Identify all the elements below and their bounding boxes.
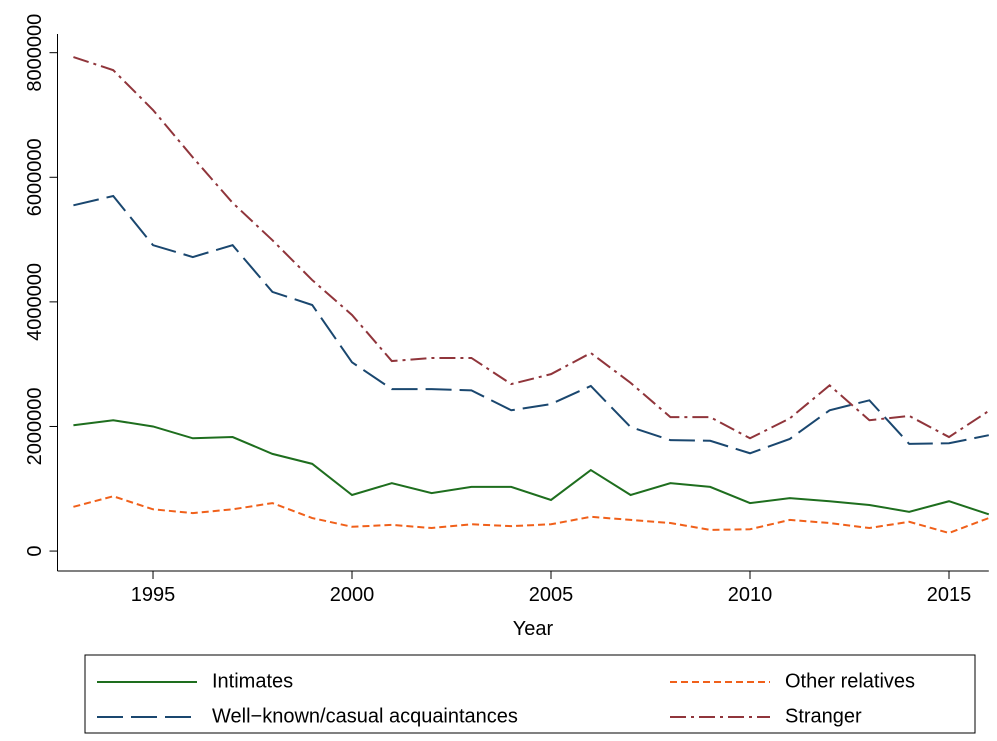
series-line <box>73 194 989 455</box>
x-axis-label: Year <box>513 618 554 640</box>
legend-label: Well−known/casual acquaintances <box>212 705 518 727</box>
y-tick-label: 4000000 <box>24 263 46 341</box>
series-line <box>73 495 990 535</box>
legend-label: Other relatives <box>785 670 915 692</box>
x-tick-label: 2015 <box>927 584 972 606</box>
series-line <box>73 419 990 516</box>
legend-box <box>84 654 976 734</box>
y-tick-label: 0 <box>24 546 46 557</box>
x-tick-label: 2000 <box>330 584 375 606</box>
y-tick-label: 6000000 <box>24 138 46 216</box>
y-tick-label: 8000000 <box>24 14 46 92</box>
x-tick-label: 2010 <box>728 584 773 606</box>
series-line <box>73 56 990 440</box>
legend-label: Intimates <box>212 670 293 692</box>
y-tick-label: 2000000 <box>24 388 46 466</box>
x-tick-label: 2005 <box>529 584 574 606</box>
legend-label: Stranger <box>785 705 862 727</box>
x-tick-label: 1995 <box>131 584 176 606</box>
